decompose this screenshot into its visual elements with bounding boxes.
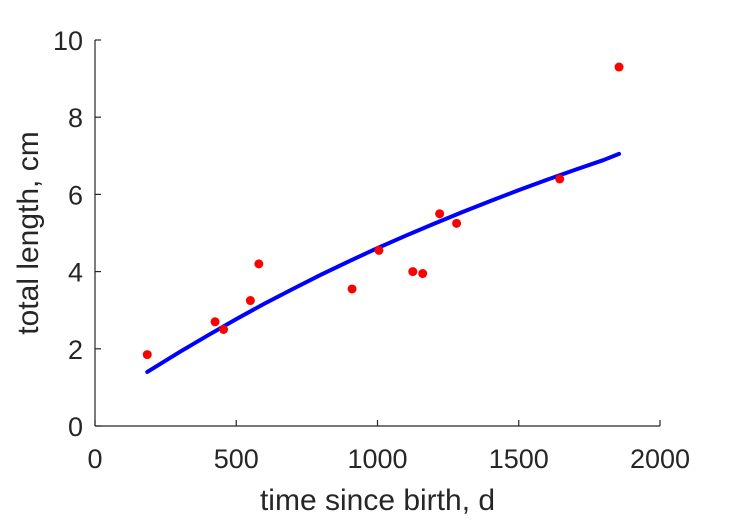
x-tick-label: 0 [87, 444, 102, 474]
x-tick-label: 1500 [489, 444, 549, 474]
data-point [219, 325, 229, 334]
x-ticks: 0 500 1000 1500 2000 [87, 420, 690, 474]
y-tick-label: 0 [68, 412, 83, 442]
x-tick-label: 2000 [630, 444, 690, 474]
x-tick-label: 500 [214, 444, 259, 474]
y-tick-label: 4 [68, 258, 83, 288]
y-tick-label: 2 [68, 335, 83, 365]
y-tick-label: 6 [68, 180, 83, 210]
data-point [408, 267, 418, 277]
plot-frame [94, 40, 660, 427]
data-point [142, 350, 152, 360]
y-tick-label: 10 [53, 26, 83, 56]
data-points [142, 62, 624, 360]
data-point [614, 62, 624, 72]
data-point [245, 296, 255, 306]
data-point [374, 245, 384, 255]
data-point [210, 317, 220, 327]
data-point [452, 218, 462, 228]
y-tick-label: 8 [68, 103, 83, 133]
data-point [254, 259, 264, 269]
y-axis-label: total length, cm [12, 131, 45, 334]
data-point [435, 209, 445, 219]
data-point [418, 269, 428, 279]
data-point [347, 284, 357, 294]
data-point [555, 174, 565, 184]
x-tick-label: 1000 [347, 444, 407, 474]
y-ticks: 0 2 4 6 8 10 [53, 26, 101, 442]
fit-curve [145, 151, 622, 374]
x-axis-label: time since birth, d [260, 484, 495, 517]
